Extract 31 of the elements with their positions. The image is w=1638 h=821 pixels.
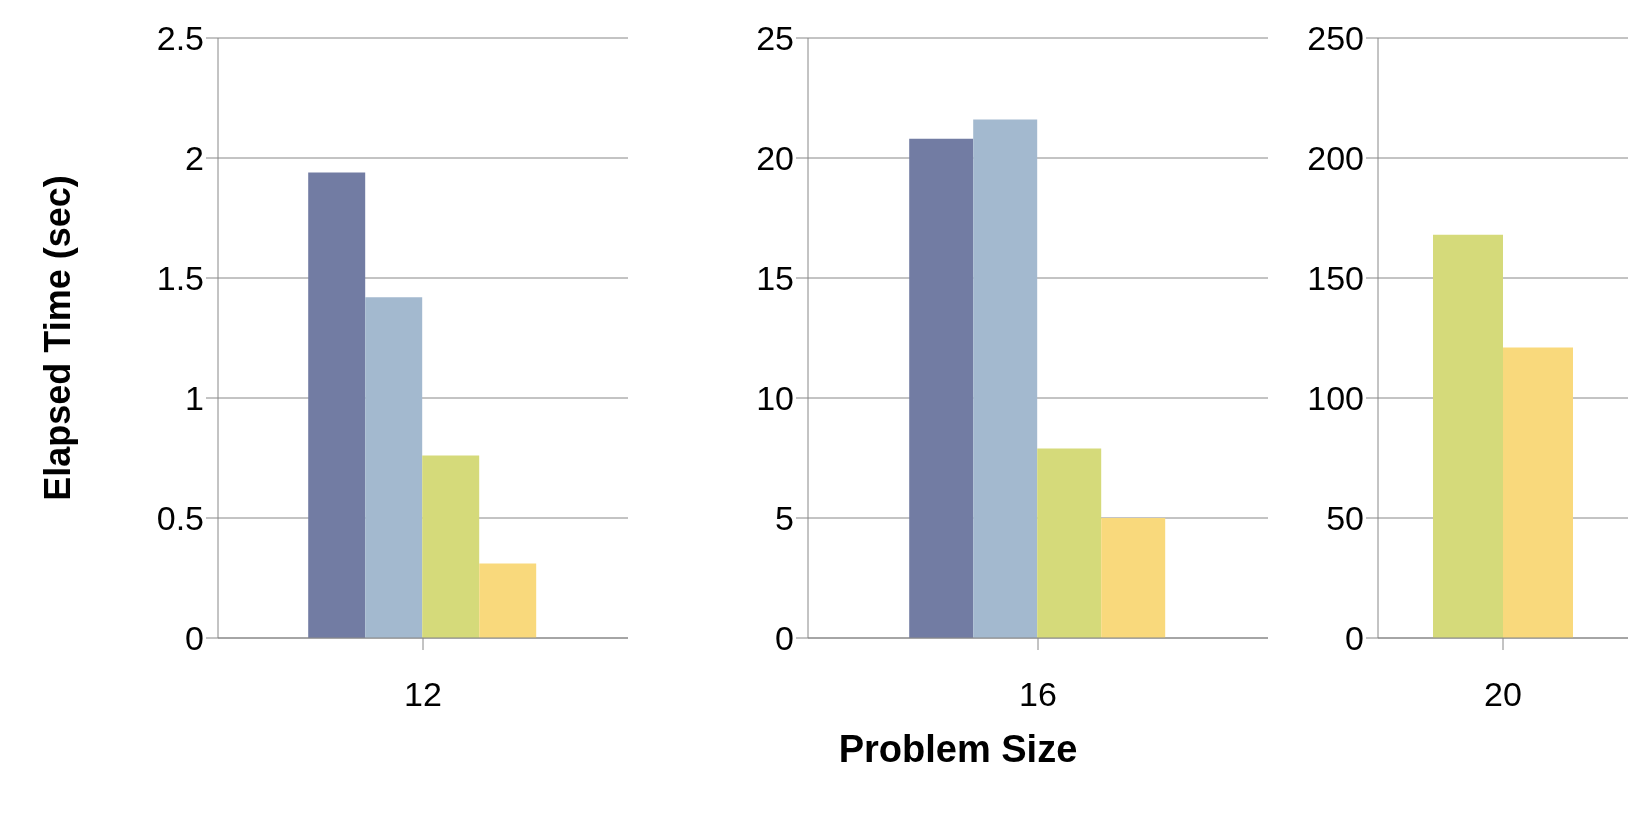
bar — [1037, 448, 1102, 638]
y-tick-label: 100 — [1307, 379, 1364, 418]
x-tick-label: 16 — [1019, 675, 1057, 714]
y-tick-label: 0 — [1345, 619, 1364, 658]
bar — [973, 119, 1038, 638]
y-tick-label: 1.5 — [156, 259, 204, 298]
y-tick-label: 250 — [1307, 19, 1364, 58]
y-tick-label: 25 — [756, 19, 794, 58]
y-tick-label: 0.5 — [156, 499, 204, 538]
bar — [308, 172, 366, 638]
y-tick-label: 1 — [185, 379, 204, 418]
x-tick-label: 20 — [1484, 675, 1522, 714]
y-tick-label: 0 — [775, 619, 794, 658]
x-axis-title: Problem Size — [837, 728, 1079, 771]
y-tick-label: 2 — [185, 139, 204, 178]
bar — [479, 563, 537, 638]
bar — [1101, 518, 1166, 638]
bar — [422, 455, 480, 638]
bar — [909, 138, 974, 638]
y-tick-label: 20 — [756, 139, 794, 178]
y-tick-label: 0 — [185, 619, 204, 658]
y-tick-label: 5 — [775, 499, 794, 538]
x-tick-label: 12 — [404, 675, 442, 714]
y-tick-label: 15 — [756, 259, 794, 298]
y-tick-label: 2.5 — [156, 19, 204, 58]
bar — [365, 297, 423, 638]
y-axis-title: Elapsed Time (sec) — [37, 175, 79, 501]
y-tick-label: 150 — [1307, 259, 1364, 298]
y-tick-label: 50 — [1326, 499, 1364, 538]
y-tick-label: 10 — [756, 379, 794, 418]
y-tick-label: 200 — [1307, 139, 1364, 178]
